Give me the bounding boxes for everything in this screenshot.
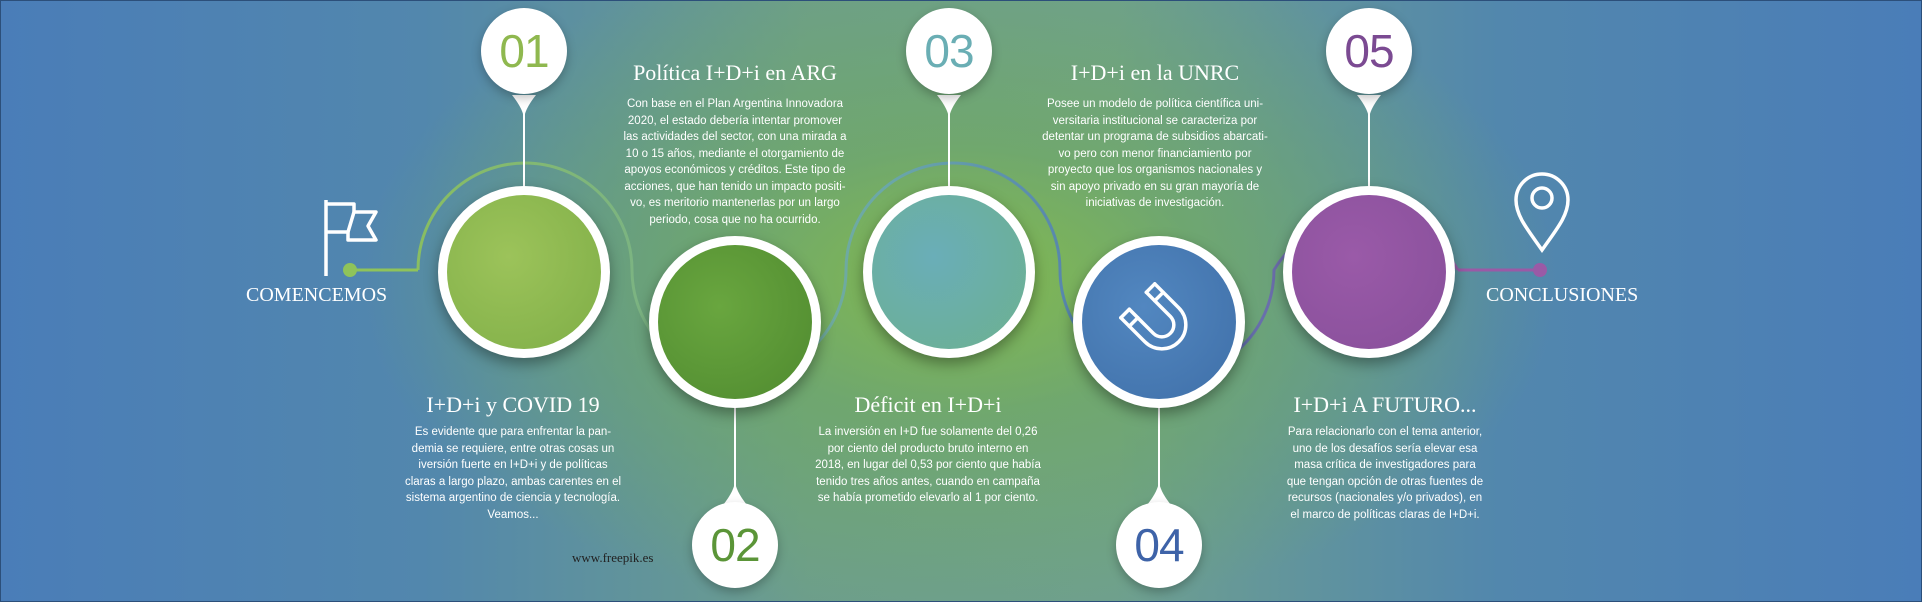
step-03-title: I+D+i en la UNRC (1070, 60, 1240, 85)
step-05-text: Para relacionarlo con el tema anterior, … (1286, 426, 1484, 521)
end-label: CONCLUSIONES (1486, 284, 1639, 306)
end-dot (1533, 263, 1547, 277)
start-dot (343, 263, 357, 277)
step-03-circle[interactable] (863, 186, 1035, 358)
step-04-circle[interactable] (1073, 236, 1245, 408)
step-03-text: Posee un modelo de política científica u… (1042, 98, 1268, 209)
wave-path (416, 161, 1460, 379)
step-04-number: 04 (1116, 502, 1202, 588)
flag-icon (324, 200, 378, 276)
step-05-title: I+D+i A FUTURO... (1293, 392, 1477, 417)
step-03-number: 03 (906, 8, 992, 94)
step-02-text: Es evidente que para enfrentar la pan- d… (404, 426, 622, 521)
magnet-icon (1119, 282, 1188, 351)
step-01-number: 01 (481, 8, 567, 94)
step-04-title: Déficit en I+D+i (854, 392, 1002, 417)
step-02-title: I+D+i y COVID 19 (426, 392, 600, 417)
start-label: COMENCEMOS (246, 284, 388, 306)
step-05-number: 05 (1326, 8, 1412, 94)
step-05-circle[interactable] (1283, 186, 1455, 358)
step-01-text: Con base en el Plan Argentina Innovadora… (623, 98, 847, 226)
credit-text[interactable]: www.freepik.es (572, 550, 654, 565)
step-02-number: 02 (692, 502, 778, 588)
step-04-text: La inversión en I+D fue solamente del 0,… (815, 426, 1041, 504)
step-01-title: Política I+D+i en ARG (633, 60, 837, 85)
step-01-circle[interactable] (438, 186, 610, 358)
location-pin-icon (1514, 172, 1570, 254)
step-02-circle[interactable] (649, 236, 821, 408)
